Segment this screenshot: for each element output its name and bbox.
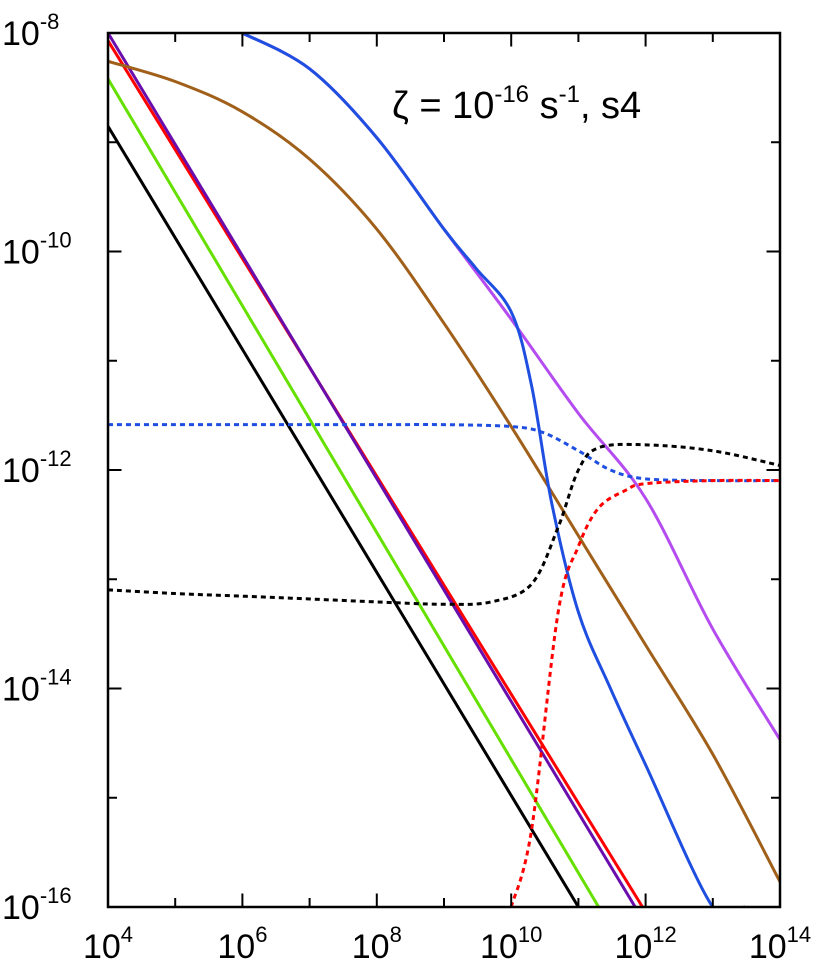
annotation-units: s (529, 85, 559, 127)
annotation-units-exp: -1 (559, 81, 580, 108)
series-line-5 (241, 33, 780, 741)
x-tick-label-3: 1010 (480, 922, 542, 966)
tick-labels: 104 106 108 1010 1012 1014 10-8 10-10 10-12 10-14… (2, 9, 811, 966)
series-line-0 (108, 125, 580, 907)
annotation: ζ = 10-16 s-1, s4 (392, 81, 641, 127)
plot-frame (106, 31, 782, 909)
x-tick-label-1: 106 (217, 922, 267, 966)
series-line-9 (509, 478, 780, 907)
series-line-8 (108, 442, 780, 606)
y-tick-label-0: 10-8 (2, 9, 59, 53)
series-line-6 (241, 33, 745, 907)
y-tick-label-2: 10-12 (2, 446, 72, 490)
series-layer (108, 33, 780, 907)
x-tick-label-2: 108 (352, 922, 402, 966)
x-tick-label-5: 1014 (749, 922, 811, 966)
series-line-3 (108, 33, 637, 907)
x-tick-label-4: 1012 (614, 922, 676, 966)
series-line-7 (108, 423, 780, 483)
y-tick-label-3: 10-14 (2, 665, 72, 709)
series-line-4 (108, 59, 780, 883)
y-tick-label-1: 10-10 (2, 228, 72, 272)
x-tick-label-0: 104 (83, 922, 133, 966)
annotation-zeta-exp: -16 (494, 81, 529, 108)
annotation-suffix: , s4 (580, 85, 641, 127)
series-line-1 (108, 78, 600, 907)
y-tick-label-4: 10-16 (2, 883, 72, 927)
annotation-zeta: ζ = 10 (392, 85, 494, 127)
ticks-layer (107, 32, 781, 908)
